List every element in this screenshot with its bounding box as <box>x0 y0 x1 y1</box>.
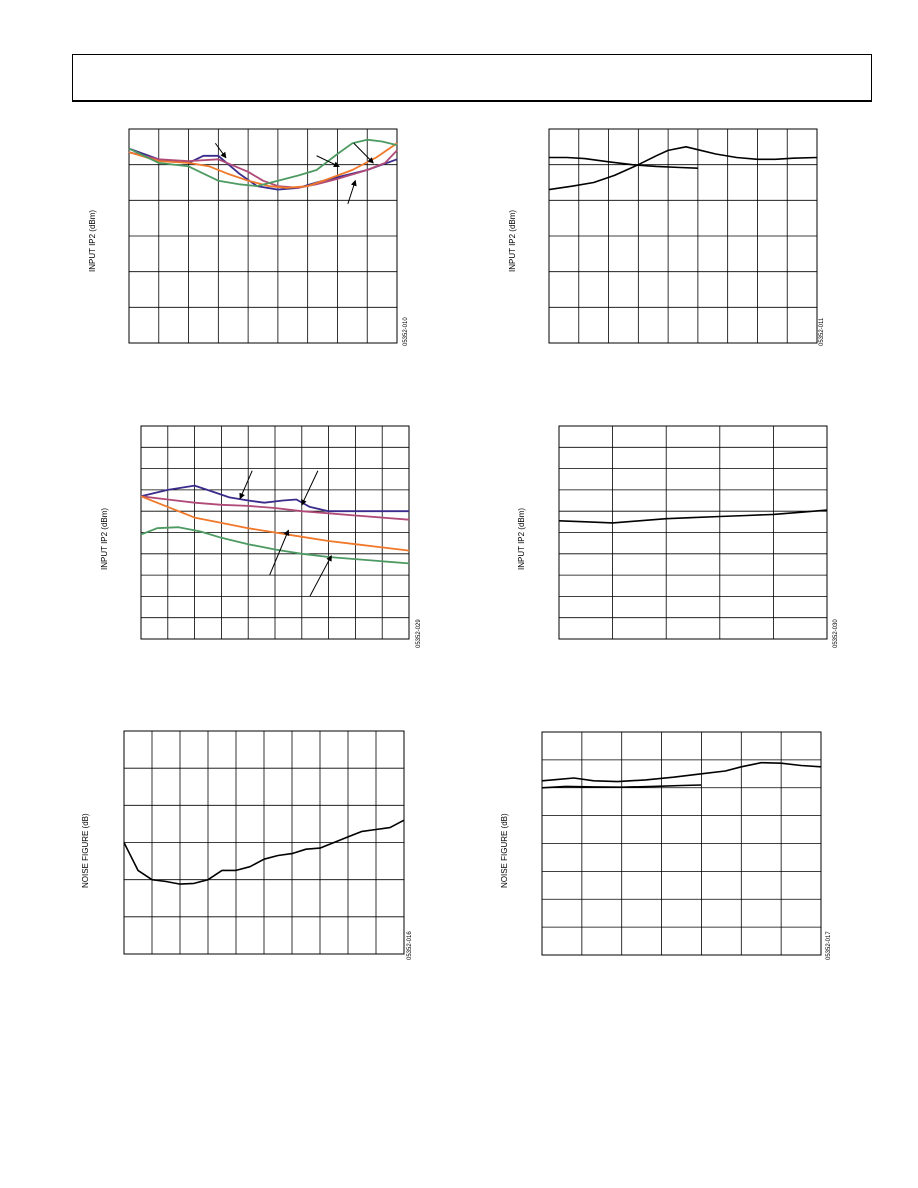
annotation-arrow-1 <box>239 470 253 500</box>
chart-6-figure-code: 05352-017 <box>826 931 832 960</box>
chart-input-ip2-top-left <box>128 128 398 344</box>
chart-noise-figure-bottom-right <box>541 731 822 956</box>
page-header-box <box>72 54 872 102</box>
annotation-arrow-2 <box>316 155 340 167</box>
chart-2-figure-code: 05352-011 <box>819 317 825 346</box>
chart-1-y-axis-label: INPUT IP2 (dBm) <box>88 209 97 272</box>
plot-frame <box>123 730 405 955</box>
annotation-arrow-3 <box>353 142 374 164</box>
chart-1-figure-code: 05352-010 <box>403 317 409 346</box>
annotation-arrow-4 <box>309 555 332 597</box>
series-line-3 <box>140 495 410 552</box>
chart-input-ip2-middle-left <box>140 425 410 640</box>
series-line-1 <box>140 484 409 513</box>
plot-frame <box>541 731 822 956</box>
annotation-arrow-1 <box>214 142 227 159</box>
chart-3-y-axis-label: INPUT IP2 (dBm) <box>100 507 109 570</box>
chart-4-y-axis-label: INPUT IP2 (dBm) <box>517 507 526 570</box>
chart-6-y-axis-label: NOISE FIGURE (dB) <box>500 813 509 888</box>
series-line-1 <box>558 509 828 524</box>
plot-frame <box>128 128 398 344</box>
chart-5-y-axis-label: NOISE FIGURE (dB) <box>81 813 90 888</box>
series-line-4 <box>128 138 398 187</box>
series-line-1 <box>548 146 818 191</box>
annotation-arrow-2 <box>301 470 319 506</box>
plot-frame <box>140 425 410 640</box>
series-line-2 <box>541 784 702 789</box>
series-line-3 <box>128 142 398 189</box>
chart-5-figure-code: 05352-016 <box>407 931 413 960</box>
series-line-2 <box>128 149 398 189</box>
series-line-1 <box>541 761 822 783</box>
chart-3-figure-code: 05352-029 <box>416 619 422 648</box>
series-line-1 <box>123 819 405 885</box>
chart-input-ip2-top-right <box>548 128 818 344</box>
series-line-2 <box>140 495 410 521</box>
plot-frame <box>558 425 828 640</box>
series-line-2 <box>549 156 698 169</box>
chart-noise-figure-bottom-left <box>123 730 405 955</box>
series-line-4 <box>140 526 410 565</box>
chart-4-figure-code: 05352-030 <box>833 619 839 648</box>
series-line-1 <box>128 147 398 191</box>
chart-input-ip2-middle-right <box>558 425 828 640</box>
annotation-arrow-4 <box>347 179 357 205</box>
plot-frame <box>548 128 818 344</box>
chart-2-y-axis-label: INPUT IP2 (dBm) <box>508 209 517 272</box>
annotation-arrow-3 <box>269 529 290 576</box>
